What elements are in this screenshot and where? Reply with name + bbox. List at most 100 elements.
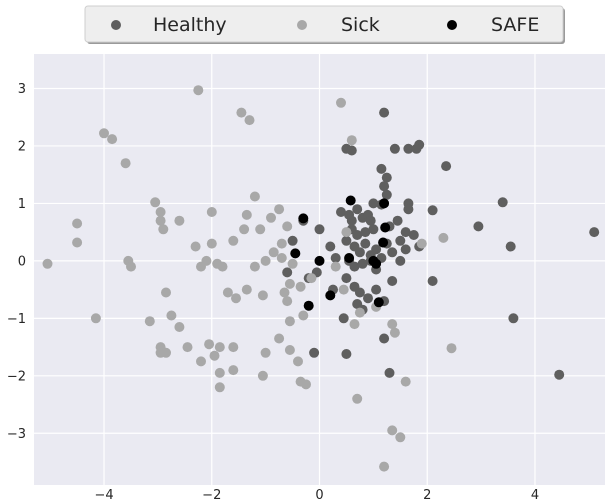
data-point-healthy [287, 235, 298, 246]
data-point-sick [206, 238, 217, 249]
data-point-healthy [352, 230, 363, 240]
data-point-safe [373, 297, 384, 308]
legend-label-healthy: Healthy [153, 14, 227, 36]
data-point-safe [380, 222, 391, 233]
data-point-sick [206, 207, 217, 217]
data-point-sick [284, 345, 295, 355]
data-point-sick [268, 247, 279, 258]
data-point-sick [196, 356, 206, 367]
data-point-healthy [427, 276, 438, 286]
data-point-safe [378, 237, 389, 248]
data-point-sick [352, 393, 363, 404]
data-point-sick [249, 261, 260, 272]
data-point-sick [155, 215, 166, 226]
data-point-sick [257, 290, 268, 301]
data-point-safe [298, 213, 309, 224]
data-point-sick [42, 258, 53, 269]
data-point-healthy [411, 143, 422, 154]
data-point-sick [260, 255, 271, 266]
data-point-sick [284, 316, 295, 327]
data-point-healthy [381, 189, 392, 200]
data-point-sick [174, 322, 185, 332]
data-point-sick [338, 284, 349, 295]
data-point-sick [276, 253, 287, 263]
data-point-healthy [441, 161, 452, 172]
data-point-sick [274, 204, 285, 215]
data-point-sick [190, 241, 201, 252]
data-point-sick [257, 370, 268, 381]
data-point-sick [239, 224, 250, 235]
data-point-healthy [352, 204, 363, 215]
data-point-sick [287, 258, 298, 269]
data-point-healthy [379, 333, 390, 344]
y-tick-label: 3 [18, 82, 26, 97]
data-point-healthy [379, 107, 390, 118]
data-point-sick [389, 327, 400, 338]
data-point-healthy [346, 215, 357, 226]
data-point-sick [293, 356, 303, 367]
data-point-sick [228, 365, 239, 376]
data-point-sick [306, 273, 317, 284]
x-tick-label: 4 [531, 488, 539, 502]
data-point-healthy [392, 215, 403, 226]
data-point-sick [298, 310, 309, 321]
y-tick-label: −3 [7, 427, 26, 442]
data-point-healthy [403, 204, 414, 215]
data-point-healthy [363, 293, 373, 304]
data-point-sick [120, 158, 131, 169]
data-point-sick [214, 382, 225, 393]
x-tick-label: −2 [202, 488, 221, 502]
data-point-healthy [400, 227, 411, 238]
data-point-sick [446, 343, 457, 354]
data-point-sick [72, 237, 83, 248]
data-point-sick [260, 347, 271, 358]
legend: Healthy Sick SAFE [84, 5, 565, 44]
legend-marker-healthy [111, 20, 121, 30]
data-point-sick [166, 310, 177, 321]
data-point-sick [150, 197, 161, 208]
data-point-sick [158, 224, 169, 235]
y-tick-label: −2 [7, 369, 26, 384]
data-point-sick [214, 342, 225, 353]
data-point-healthy [341, 235, 352, 246]
data-point-sick [217, 261, 228, 272]
data-point-healthy [387, 247, 398, 258]
data-point-healthy [325, 241, 336, 252]
data-point-healthy [403, 143, 414, 154]
data-point-healthy [389, 143, 400, 154]
data-point-safe [371, 258, 382, 269]
data-point-healthy [354, 247, 365, 258]
data-point-sick [161, 287, 171, 298]
data-point-healthy [338, 313, 349, 324]
data-point-sick [222, 287, 233, 298]
data-point-sick [241, 209, 252, 220]
data-point-safe [314, 255, 325, 266]
data-point-healthy [365, 215, 376, 226]
data-point-sick [284, 278, 295, 289]
data-point-sick [196, 261, 206, 272]
data-point-healthy [395, 235, 406, 246]
data-point-sick [274, 333, 285, 344]
data-point-healthy [282, 267, 293, 278]
data-point-healthy [314, 224, 325, 235]
data-point-sick [387, 319, 398, 330]
legend-box [84, 5, 564, 43]
data-point-healthy [384, 367, 395, 378]
data-point-sick [236, 107, 247, 118]
data-point-sick [182, 342, 193, 353]
data-point-sick [336, 97, 346, 108]
series-sick [42, 85, 457, 472]
data-point-sick [276, 238, 287, 249]
data-point-healthy [346, 145, 357, 156]
data-point-healthy [368, 224, 379, 235]
data-point-sick [155, 207, 166, 217]
data-point-healthy [381, 172, 392, 183]
data-point-sick [161, 347, 171, 358]
data-points [42, 85, 600, 472]
data-point-healthy [368, 198, 379, 209]
data-point-healthy [330, 253, 341, 263]
legend-marker-sick [297, 20, 307, 30]
data-point-sick [231, 293, 241, 304]
data-point-healthy [349, 261, 360, 272]
